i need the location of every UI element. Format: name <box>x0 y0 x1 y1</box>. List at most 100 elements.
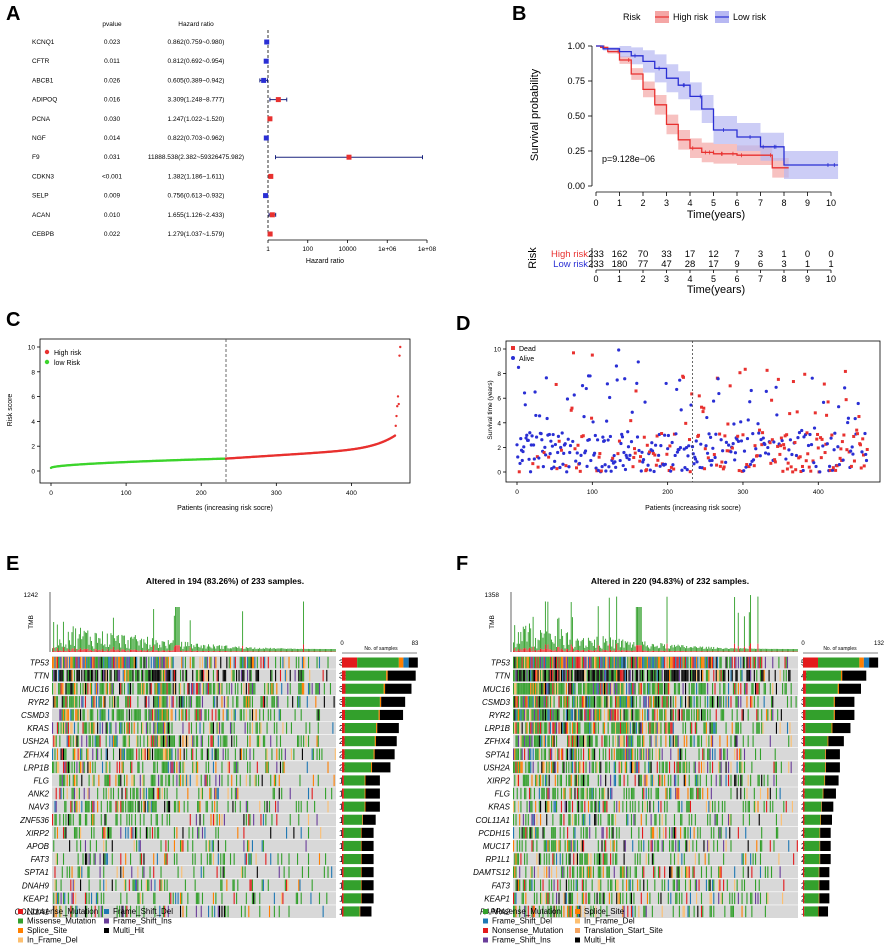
tmb-bar <box>194 651 196 652</box>
mutation-cell <box>233 879 235 891</box>
mutation-cell <box>78 696 80 708</box>
mutation-cell <box>681 709 683 721</box>
mutation-cell <box>334 748 336 760</box>
mutation-cell <box>115 774 117 787</box>
samples-bar <box>343 867 361 878</box>
mutation-cell <box>568 656 570 669</box>
tmb-bar <box>662 651 664 652</box>
tmb-bar <box>547 601 549 645</box>
mutation-cell <box>53 892 55 905</box>
mutation-cell <box>600 669 602 682</box>
mutation-cell <box>693 683 695 695</box>
mutation-cell <box>581 669 583 682</box>
mutation-cell <box>60 892 62 905</box>
dead-point <box>778 452 782 456</box>
samples-label: No. of samples <box>364 646 398 652</box>
mutation-cell <box>694 656 696 669</box>
tmb-bar <box>194 646 196 652</box>
tmb-bar <box>693 651 695 652</box>
legend-label: Splice_Site <box>27 926 68 935</box>
mutation-cell <box>752 656 754 669</box>
mutation-cell <box>772 683 774 695</box>
mutation-cell <box>583 656 585 669</box>
tmb-bar <box>638 645 640 652</box>
mutation-cell <box>619 722 621 734</box>
survstatus-xlabel: Patients (increasing risk socre) <box>645 505 741 512</box>
mutation-cell <box>245 853 247 865</box>
tmb-bar <box>525 625 527 649</box>
mutation-cell <box>251 709 253 721</box>
survival-curve <box>596 45 789 169</box>
mutation-cell <box>162 683 165 695</box>
mutation-cell <box>633 683 635 695</box>
tmb-bar <box>645 651 647 652</box>
mutation-cell <box>175 800 177 813</box>
mutation-cell <box>182 761 184 774</box>
mutation-cell <box>203 866 205 878</box>
tmb-bar <box>121 649 123 652</box>
tmb-bar <box>179 651 181 652</box>
alive-point <box>515 443 519 447</box>
mutation-cell <box>547 683 549 695</box>
mutation-cell <box>164 748 166 760</box>
tmb-bar <box>764 648 766 652</box>
mutation-cell <box>84 669 87 682</box>
mutation-cell <box>210 656 212 669</box>
mutation-cell <box>316 748 318 760</box>
mutation-cell <box>92 669 94 682</box>
mutation-cell <box>688 696 690 708</box>
tmb-bar <box>156 650 158 652</box>
tmb-bar <box>326 648 328 652</box>
mutation-cell <box>153 656 155 669</box>
tmb-bar <box>200 645 202 652</box>
tmb-max: 1242 <box>24 592 39 599</box>
alive-point <box>639 469 643 473</box>
mutation-cell <box>60 656 62 669</box>
tmb-bar <box>742 648 744 652</box>
tmb-bar <box>784 648 786 652</box>
mutation-cell <box>128 722 130 734</box>
mutation-cell <box>123 722 126 734</box>
mutation-cell <box>116 761 118 774</box>
risk-count: 233 <box>588 259 604 270</box>
mutation-cell <box>251 892 253 905</box>
mutation-cell <box>532 709 534 721</box>
mutation-cell <box>537 722 539 734</box>
tmb-bar <box>265 647 267 652</box>
tmb-bar <box>573 648 575 652</box>
tmb-bar <box>530 648 532 652</box>
mutation-cell <box>644 683 646 695</box>
tmb-bar <box>721 648 723 652</box>
mutation-cell <box>173 683 175 695</box>
tmb-bar <box>281 648 283 652</box>
mutation-cell <box>223 735 225 747</box>
mutation-cell <box>243 683 245 695</box>
mutation-cell <box>696 722 698 734</box>
mutation-cell <box>123 683 126 695</box>
mutation-cell <box>81 761 83 774</box>
dead-point <box>645 443 649 447</box>
mutation-cell <box>105 735 107 747</box>
mutation-cell <box>600 709 602 721</box>
mutation-cell <box>221 774 223 787</box>
mutation-cell <box>694 669 696 682</box>
tmb-bar <box>581 650 583 652</box>
mutation-cell <box>250 683 252 695</box>
mutation-cell <box>108 709 110 721</box>
mutation-cell <box>159 669 161 682</box>
x-tick-label: 3 <box>664 198 669 208</box>
tmb-bar <box>710 646 712 652</box>
mutation-cell <box>240 683 243 695</box>
tmb-bar <box>73 651 75 652</box>
tmb-bar <box>677 650 679 652</box>
mutation-cell <box>659 683 661 695</box>
dead-point <box>747 465 751 469</box>
mutation-cell <box>88 853 90 865</box>
pvalue-label: 0.026 <box>104 77 121 84</box>
mutation-cell <box>132 683 134 695</box>
mutation-cell <box>756 709 758 721</box>
dead-point <box>791 470 795 474</box>
alive-point <box>566 437 570 441</box>
mutation-cell <box>608 656 610 669</box>
mutation-cell <box>143 656 145 669</box>
